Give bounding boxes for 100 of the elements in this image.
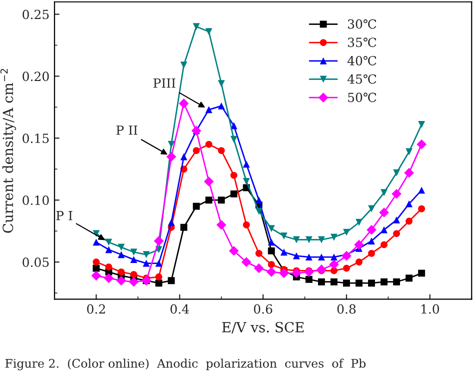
point (142, 251, 150, 258)
point (92, 264, 100, 272)
point (330, 234, 338, 241)
point (154, 236, 164, 246)
point (280, 248, 288, 256)
point (204, 176, 214, 186)
point (418, 270, 426, 277)
y-tick-label: 0.20 (22, 72, 49, 82)
point (406, 148, 413, 156)
point (368, 205, 375, 212)
point (418, 186, 426, 194)
point (242, 221, 250, 228)
x-tick-label: 0.8 (337, 304, 356, 314)
point (241, 257, 252, 267)
point (116, 276, 126, 286)
y-tick-label: 0.05 (22, 258, 49, 267)
point (280, 232, 288, 240)
point (418, 205, 426, 212)
point (318, 236, 325, 244)
point (393, 278, 400, 286)
point (105, 246, 112, 254)
point (343, 280, 350, 287)
point (292, 268, 302, 278)
point (105, 264, 112, 270)
point (279, 268, 289, 278)
point (205, 106, 212, 114)
point (254, 263, 264, 274)
point (118, 244, 125, 251)
point (192, 147, 200, 154)
legend-label: 50℃ (348, 92, 376, 102)
point (155, 273, 162, 280)
point (393, 216, 400, 224)
point (406, 274, 413, 282)
point (416, 139, 426, 150)
point (329, 260, 339, 270)
point (368, 238, 375, 244)
point (205, 28, 212, 36)
point (180, 62, 188, 69)
point (380, 241, 388, 248)
point (128, 276, 139, 287)
point (192, 202, 200, 210)
point (230, 136, 238, 143)
point (316, 264, 326, 274)
point (192, 23, 200, 30)
point (366, 224, 376, 235)
point (342, 250, 352, 261)
point (292, 236, 300, 244)
point (266, 267, 276, 277)
y-tick-label: 0.15 (22, 134, 49, 144)
point (255, 196, 262, 204)
point (343, 264, 350, 272)
caption: Figure 2. (Color online) Anodic polarization curves of Pb (5, 358, 366, 370)
annotation: P II (116, 126, 138, 135)
point (393, 230, 400, 238)
point (379, 208, 389, 218)
point (268, 261, 275, 268)
x-axis-title: E/V vs. SCE (222, 322, 304, 334)
point (406, 218, 413, 225)
x-tick-label: 0.2 (87, 304, 105, 314)
point (268, 247, 275, 254)
point (380, 189, 388, 196)
point (118, 251, 125, 258)
point (368, 250, 375, 257)
point (91, 270, 102, 281)
point (292, 252, 300, 260)
point (180, 153, 188, 160)
point (406, 200, 413, 208)
point (380, 226, 388, 234)
legend-label: 30℃ (348, 19, 376, 29)
point (268, 238, 275, 246)
point (218, 196, 225, 204)
y-tick-label: 0.25 (22, 10, 49, 20)
point (330, 278, 338, 286)
point (105, 238, 112, 246)
point (305, 236, 312, 244)
point (178, 98, 189, 108)
point (392, 188, 402, 199)
point (92, 258, 100, 266)
y-axis-title: Current density/A cm$^{−2}$ (0, 68, 16, 233)
point (168, 140, 175, 148)
annotation: PIII (153, 78, 176, 88)
point (380, 278, 388, 286)
x-tick-label: 1.0 (422, 304, 440, 314)
point (304, 267, 314, 277)
point (205, 140, 212, 148)
legend-label: 45℃ (347, 74, 376, 84)
x-tick-label: 0.4 (170, 304, 189, 314)
point (418, 121, 426, 128)
point (305, 254, 312, 261)
point (356, 258, 362, 266)
point (268, 225, 275, 232)
point (354, 240, 364, 250)
point (255, 250, 262, 257)
point (130, 248, 138, 256)
point (155, 280, 162, 287)
point (168, 277, 175, 284)
point (166, 152, 176, 162)
point (318, 278, 325, 286)
point (216, 220, 226, 230)
point (318, 254, 325, 261)
